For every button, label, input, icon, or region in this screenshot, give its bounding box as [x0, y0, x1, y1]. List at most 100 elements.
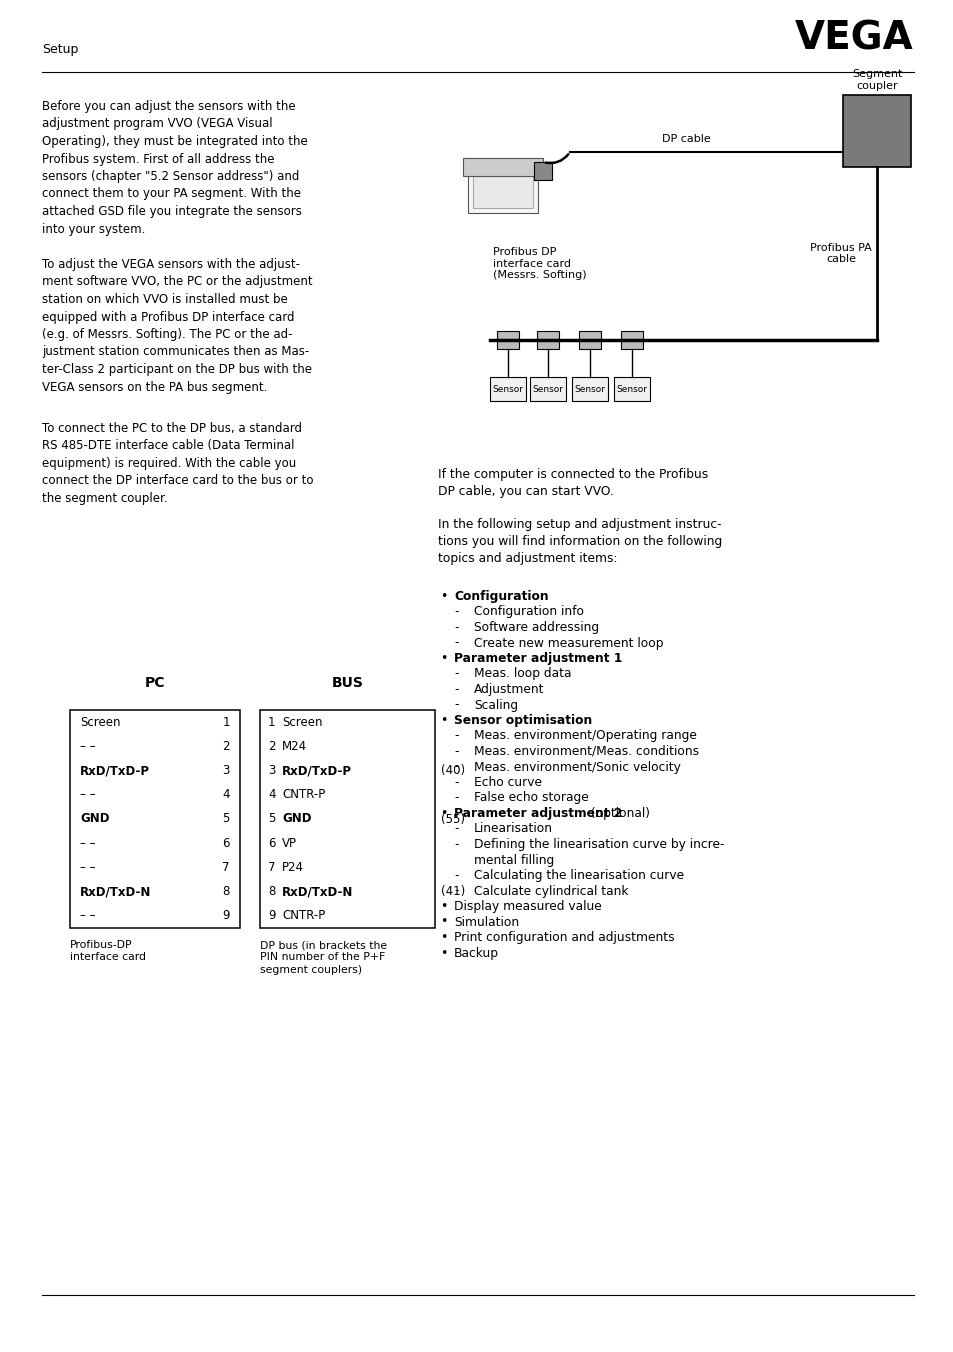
Text: (optional): (optional) [586, 807, 649, 821]
Text: •: • [439, 807, 447, 821]
Text: Meas. environment/Sonic velocity: Meas. environment/Sonic velocity [474, 760, 680, 773]
Bar [462, 158, 542, 176]
Text: To connect the PC to the DP bus, a standard
RS 485-DTE interface cable (Data Ter: To connect the PC to the DP bus, a stand… [42, 422, 314, 506]
Text: 6: 6 [268, 837, 275, 849]
Text: P24: P24 [282, 861, 304, 873]
Bar [473, 164, 533, 208]
Text: -: - [454, 699, 458, 711]
Text: Simulation: Simulation [454, 915, 518, 929]
Text: Segment
coupler: Segment coupler [851, 69, 902, 91]
Text: GND: GND [282, 813, 312, 826]
Bar [490, 377, 525, 402]
Text: Echo curve: Echo curve [474, 776, 541, 790]
Text: 3: 3 [268, 764, 275, 777]
Text: •: • [439, 652, 447, 665]
Bar [620, 331, 642, 349]
Text: 2: 2 [222, 740, 230, 753]
Text: 2: 2 [268, 740, 275, 753]
Text: •: • [439, 946, 447, 960]
Text: – –: – – [80, 740, 95, 753]
Text: -: - [454, 838, 458, 850]
Text: RxD/TxD-N: RxD/TxD-N [282, 886, 353, 898]
Text: -: - [454, 791, 458, 804]
Text: Defining the linearisation curve by incre-
mental filling: Defining the linearisation curve by incr… [474, 838, 723, 867]
Text: CNTR-P: CNTR-P [282, 788, 325, 802]
Bar [572, 377, 607, 402]
Text: Backup: Backup [454, 946, 498, 960]
Text: -: - [454, 668, 458, 680]
Text: In the following setup and adjustment instruc-
tions you will find information o: In the following setup and adjustment in… [437, 518, 721, 565]
Text: 9: 9 [268, 910, 275, 922]
Text: Sensor: Sensor [532, 384, 563, 393]
Text: -: - [454, 730, 458, 742]
Text: •: • [439, 900, 447, 913]
Text: RxD/TxD-P: RxD/TxD-P [80, 764, 150, 777]
Bar [537, 331, 558, 349]
Text: – –: – – [80, 837, 95, 849]
Text: Screen: Screen [282, 715, 322, 729]
Text: Sensor: Sensor [574, 384, 605, 393]
Text: 5: 5 [222, 813, 230, 826]
Text: Adjustment: Adjustment [474, 683, 544, 696]
Text: VP: VP [282, 837, 296, 849]
Text: RxD/TxD-P: RxD/TxD-P [282, 764, 352, 777]
Text: -: - [454, 606, 458, 618]
Text: (40): (40) [440, 764, 465, 777]
Text: DP bus (in brackets the
PIN number of the P+F
segment couplers): DP bus (in brackets the PIN number of th… [260, 940, 387, 975]
Text: Sensor: Sensor [492, 384, 523, 393]
Text: Scaling: Scaling [474, 699, 517, 711]
Text: (55): (55) [440, 813, 464, 826]
Text: Meas. environment/Meas. conditions: Meas. environment/Meas. conditions [474, 745, 699, 758]
Text: DP cable: DP cable [661, 134, 710, 145]
Text: Profibus DP
interface card
(Messrs. Softing): Profibus DP interface card (Messrs. Soft… [493, 247, 586, 280]
Text: BUS: BUS [332, 676, 363, 690]
Text: Software addressing: Software addressing [474, 621, 598, 634]
Text: 7: 7 [222, 861, 230, 873]
Text: Profibus-DP
interface card: Profibus-DP interface card [70, 940, 146, 963]
Text: 5: 5 [268, 813, 275, 826]
Text: – –: – – [80, 788, 95, 802]
Text: 3: 3 [222, 764, 230, 777]
Text: Parameter adjustment 2: Parameter adjustment 2 [454, 807, 621, 821]
Text: PC: PC [145, 676, 165, 690]
Text: False echo storage: False echo storage [474, 791, 588, 804]
Bar [260, 710, 435, 927]
Bar [468, 158, 537, 214]
Text: -: - [454, 776, 458, 790]
Text: If the computer is connected to the Profibus
DP cable, you can start VVO.: If the computer is connected to the Prof… [437, 468, 707, 498]
Text: Screen: Screen [80, 715, 120, 729]
Text: RxD/TxD-N: RxD/TxD-N [80, 886, 152, 898]
Text: To adjust the VEGA sensors with the adjust-
ment software VVO, the PC or the adj: To adjust the VEGA sensors with the adju… [42, 258, 313, 393]
Text: -: - [454, 884, 458, 898]
Text: Setup: Setup [42, 43, 78, 55]
Text: – –: – – [80, 861, 95, 873]
Text: 1: 1 [268, 715, 275, 729]
Text: -: - [454, 683, 458, 696]
Text: Calculating the linearisation curve: Calculating the linearisation curve [474, 869, 683, 882]
Bar [534, 162, 552, 180]
Text: 9: 9 [222, 910, 230, 922]
Text: Create new measurement loop: Create new measurement loop [474, 637, 662, 649]
Text: -: - [454, 822, 458, 836]
Text: Meas. environment/Operating range: Meas. environment/Operating range [474, 730, 696, 742]
Text: 4: 4 [222, 788, 230, 802]
Text: •: • [439, 714, 447, 727]
Text: •: • [439, 589, 447, 603]
Text: CNTR-P: CNTR-P [282, 910, 325, 922]
Text: 6: 6 [222, 837, 230, 849]
Text: Display measured value: Display measured value [454, 900, 601, 913]
Text: •: • [439, 932, 447, 944]
Bar [842, 95, 910, 168]
Text: Print configuration and adjustments: Print configuration and adjustments [454, 932, 674, 944]
Text: -: - [454, 621, 458, 634]
Text: -: - [454, 760, 458, 773]
Text: -: - [454, 745, 458, 758]
Text: Sensor: Sensor [616, 384, 647, 393]
Text: 8: 8 [222, 886, 230, 898]
Text: Profibus PA
cable: Profibus PA cable [809, 243, 871, 264]
Text: Configuration info: Configuration info [474, 606, 583, 618]
Text: 8: 8 [268, 886, 275, 898]
Bar [614, 377, 649, 402]
Text: 7: 7 [268, 861, 275, 873]
Text: 4: 4 [268, 788, 275, 802]
